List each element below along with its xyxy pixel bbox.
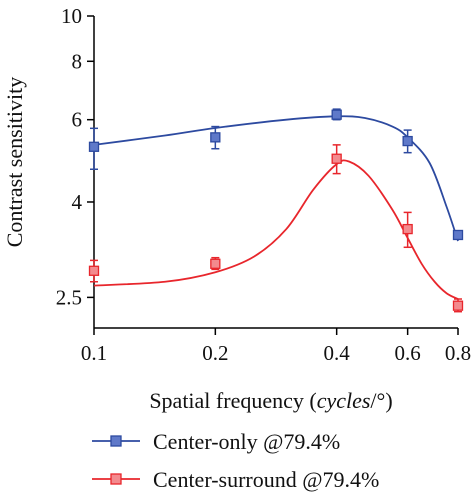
- data-point: [88, 141, 100, 152]
- data-point: [210, 258, 221, 269]
- y-ticks: 2.5 4 6 8 10: [56, 4, 94, 309]
- y-axis-label: Contrast sensitivity: [2, 77, 27, 248]
- series-2: [88, 144, 464, 313]
- series-1: [88, 108, 464, 242]
- data-point: [331, 109, 342, 120]
- x-tick-label: 0.2: [202, 341, 228, 365]
- data-point: [210, 132, 221, 143]
- y-tick-label: 6: [72, 108, 83, 132]
- axes: 2.5 4 6 8 10 0.1 0.2 0.4 0.6 0.8: [56, 4, 471, 365]
- x-axis-label-prefix: Spatial frequency (: [149, 388, 316, 413]
- x-tick-label: 0.8: [445, 341, 471, 365]
- y-tick-label: 4: [72, 190, 83, 214]
- y-tick-label: 2.5: [56, 285, 82, 309]
- legend: Center-only @79.4% Center-surround @79.4%: [92, 429, 379, 492]
- data-point: [402, 223, 413, 235]
- x-ticks: 0.1 0.2 0.4 0.6 0.8: [81, 328, 471, 365]
- plot-area: [88, 108, 464, 313]
- data-point: [452, 300, 464, 311]
- x-axis-label-italic: cycles: [317, 388, 371, 413]
- y-tick-label: 10: [61, 4, 82, 28]
- x-axis-label-suffix: /°): [370, 388, 392, 413]
- data-point: [88, 265, 100, 276]
- x-tick-label: 0.6: [395, 341, 421, 365]
- data-point: [452, 229, 464, 241]
- series-line: [93, 115, 459, 242]
- series-line: [93, 159, 459, 300]
- legend-label: Center-only @79.4%: [153, 429, 340, 454]
- y-tick-label: 8: [72, 49, 83, 73]
- data-point: [402, 135, 413, 147]
- x-axis-label: Spatial frequency (cycles/°): [149, 388, 392, 413]
- data-point: [331, 153, 342, 164]
- x-tick-label: 0.4: [324, 341, 351, 365]
- legend-marker: [110, 473, 122, 485]
- legend-label: Center-surround @79.4%: [153, 467, 379, 492]
- x-tick-label: 0.1: [81, 341, 107, 365]
- legend-marker: [110, 435, 122, 447]
